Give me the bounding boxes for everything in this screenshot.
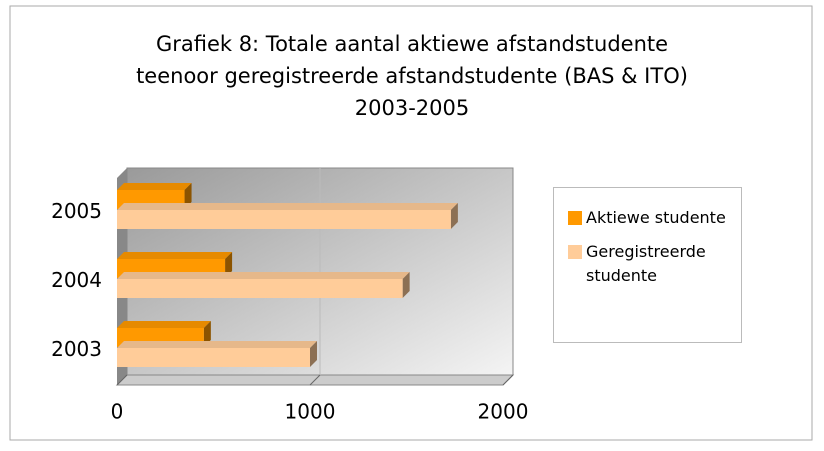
legend-item: Aktiewe studente — [568, 206, 735, 230]
bar-side — [450, 203, 458, 229]
bar — [117, 279, 403, 298]
legend: Aktiewe studente Geregistreerde studente — [553, 187, 742, 343]
bar-top — [117, 183, 192, 190]
bar-side — [402, 272, 410, 298]
chart-title: teenoor geregistreerde afstandstudente (… — [136, 64, 688, 88]
tick-mark — [502, 374, 514, 386]
bar-top — [117, 321, 211, 328]
x-tick-label: 0 — [111, 400, 124, 424]
legend-label: Aktiewe studente — [586, 208, 726, 227]
bar-top — [117, 341, 317, 348]
x-tick-label: 2000 — [478, 400, 529, 424]
y-tick-label: 2004 — [51, 268, 102, 292]
bar-top — [117, 252, 233, 259]
bar-side — [184, 183, 192, 209]
y-tick-label: 2005 — [51, 199, 102, 223]
chart-title: Grafiek 8: Totale aantal aktiewe afstand… — [156, 32, 668, 56]
legend-swatch — [568, 245, 582, 259]
legend-swatch — [568, 211, 582, 225]
x-tick-label: 1000 — [285, 400, 336, 424]
y-tick-label: 2003 — [51, 337, 102, 361]
bar-side — [310, 341, 317, 367]
tick-mark — [309, 374, 321, 386]
bar-top — [117, 272, 410, 279]
bar-top — [117, 203, 458, 210]
legend-item: Geregistreerde studente — [568, 240, 735, 288]
bar — [117, 348, 310, 367]
tick-mark — [116, 374, 128, 386]
chart-title: 2003-2005 — [355, 96, 469, 120]
bar-side — [225, 252, 233, 278]
legend-label: Geregistreerde studente — [586, 242, 706, 285]
bar — [117, 210, 451, 229]
bar-side — [203, 321, 211, 347]
